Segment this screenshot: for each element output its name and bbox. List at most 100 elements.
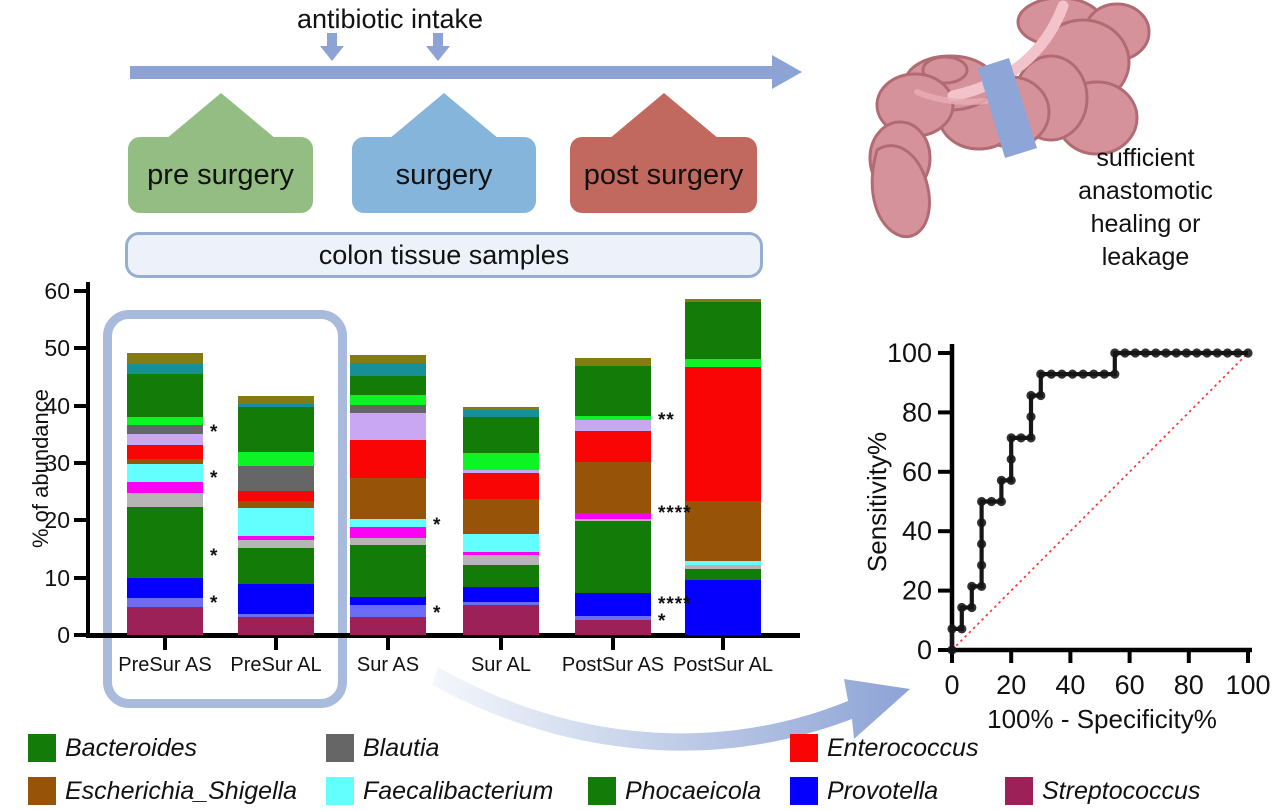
y-tick [74, 633, 86, 637]
roc-data-point [1078, 369, 1088, 379]
x-tick [386, 638, 390, 650]
y-axis-line [86, 282, 90, 637]
bar-segment-Blautia [127, 425, 203, 435]
roc-axes [948, 344, 1252, 653]
y-tick-label: 60 [44, 278, 70, 305]
x-tick [721, 638, 725, 650]
swoosh-arrow-icon [432, 667, 910, 751]
bar-segment-other_olive [463, 407, 539, 410]
bar-segment-Bacteroides [350, 376, 426, 395]
bar-segment-Escherichia_Shigella [350, 478, 426, 519]
roc-data-point [1089, 369, 1099, 379]
y-tick-label: 30 [44, 450, 70, 476]
roc-data-point [1181, 348, 1192, 358]
roc-data-point [1026, 390, 1036, 401]
x-axis-line [86, 633, 800, 638]
roc-data-point [986, 496, 997, 507]
roc-data-point [996, 475, 1006, 485]
bar-segment-other_magenta [127, 481, 203, 494]
significance-annotation: ** [658, 410, 675, 431]
y-tick-label: 10 [44, 564, 70, 591]
roc-data-point [996, 496, 1006, 507]
bar-segment-Bacteroides [127, 373, 203, 418]
bar-segment-Provotella [463, 586, 539, 602]
x-tick [611, 638, 615, 650]
legend-item-Phocaeicola: Phocaeicola [588, 776, 761, 806]
legend-item-Provotella: Provotella [790, 776, 938, 806]
x-category-label: PostSur AS [561, 654, 665, 676]
y-tick [74, 346, 86, 351]
roc-data-point [1067, 369, 1078, 379]
roc-data-point [1192, 348, 1202, 358]
bar-segment-other_brightgreen [350, 394, 426, 406]
bar-segment-Streptococcus [238, 617, 314, 635]
roc-data-point [967, 581, 977, 591]
roc-data-point [1006, 433, 1016, 443]
legend-label: Blautia [363, 733, 440, 762]
bar-segment-Faecalibacterium [238, 508, 314, 537]
roc-svg: 0 20 40 60 80 100 0 20 40 60 80 100 Sensitivity% 100%… [862, 338, 1271, 734]
bar-segment-other_teal [463, 409, 539, 417]
bar-segment-other_magenta [238, 536, 314, 540]
legend-label: Phocaeicola [625, 776, 762, 805]
legend-label: Bacteroides [65, 733, 198, 762]
outcome-line: anastomotic [1078, 177, 1213, 205]
outcome-caption: sufficient anastomotic healing or leakag… [1058, 142, 1233, 274]
bar-segment-other_lightgray [685, 565, 761, 570]
bar-segment-Bacteroides [463, 416, 539, 454]
y-tick [74, 403, 86, 408]
bar-segment-Bacteroides [575, 366, 651, 416]
legend-swatch-icon [28, 734, 56, 762]
roc-data-point [1140, 348, 1151, 358]
legend-label: Faecalibacterium [363, 776, 554, 805]
legend-label: Provotella [827, 776, 939, 805]
timeline-arrow [130, 66, 772, 79]
roc-data-point [1016, 433, 1026, 443]
legend-swatch-icon [326, 734, 354, 762]
bar-segment-other_olive [127, 352, 203, 364]
bar-segment-other_teal [127, 363, 203, 374]
bar-segment-other_teal [350, 363, 426, 377]
x-category-label: Sur AS [356, 654, 420, 676]
roc-data-point [1026, 433, 1036, 443]
roc-data-point [1202, 348, 1212, 358]
bar-segment-Enterococcus [127, 445, 203, 459]
roc-data-point [977, 560, 987, 570]
y-tick-label: 0 [57, 622, 70, 648]
bar-segment-other_brightgreen [127, 417, 203, 426]
presurgery-group-outline [103, 310, 347, 708]
bar-segment-other_brightgreen [575, 415, 651, 420]
bar-segment-Faecalibacterium [463, 533, 539, 553]
bar-segment-other_periwinkle [238, 613, 314, 618]
legend-item-Faecalibacterium: Faecalibacterium [326, 776, 553, 806]
antibiotic-arrow-icon [320, 33, 344, 61]
y-tick [74, 518, 86, 523]
bar-segment-Faecalibacterium [685, 561, 761, 566]
bar-segment-Escherichia_Shigella [127, 458, 203, 464]
roc-data-point [977, 518, 987, 528]
significance-annotation: **** [658, 503, 692, 525]
significance-annotation: * [210, 467, 219, 489]
legend-label: Streptococcus [1042, 776, 1201, 805]
bar-segment-Provotella [575, 593, 651, 617]
bar-segment-Provotella [238, 583, 314, 614]
bar-segment-Faecalibacterium [350, 518, 426, 527]
significance-annotation: * [658, 611, 667, 633]
stage-box-post-surgery: post surgery [570, 93, 757, 213]
bar-segment-Provotella [127, 577, 203, 598]
roc-y-tick-label: 40 [902, 516, 932, 546]
y-tick [74, 289, 86, 294]
roc-data-point [1057, 369, 1067, 379]
arrow-shaft [433, 33, 443, 46]
bar-segment-Enterococcus [575, 431, 651, 463]
bar-segment-Phocaeicola [238, 548, 314, 584]
legend-item-Blautia: Blautia [326, 733, 439, 763]
bar-segment-other_lavender [575, 420, 651, 432]
bar-segment-Phocaeicola [127, 506, 203, 578]
roc-data-point [1130, 348, 1140, 358]
roc-x-tick-label: 20 [996, 670, 1026, 700]
roc-data-point [1222, 348, 1233, 358]
roc-data-point [1233, 348, 1243, 358]
roc-data-point [957, 602, 967, 613]
legend-label: Enterococcus [827, 733, 979, 762]
